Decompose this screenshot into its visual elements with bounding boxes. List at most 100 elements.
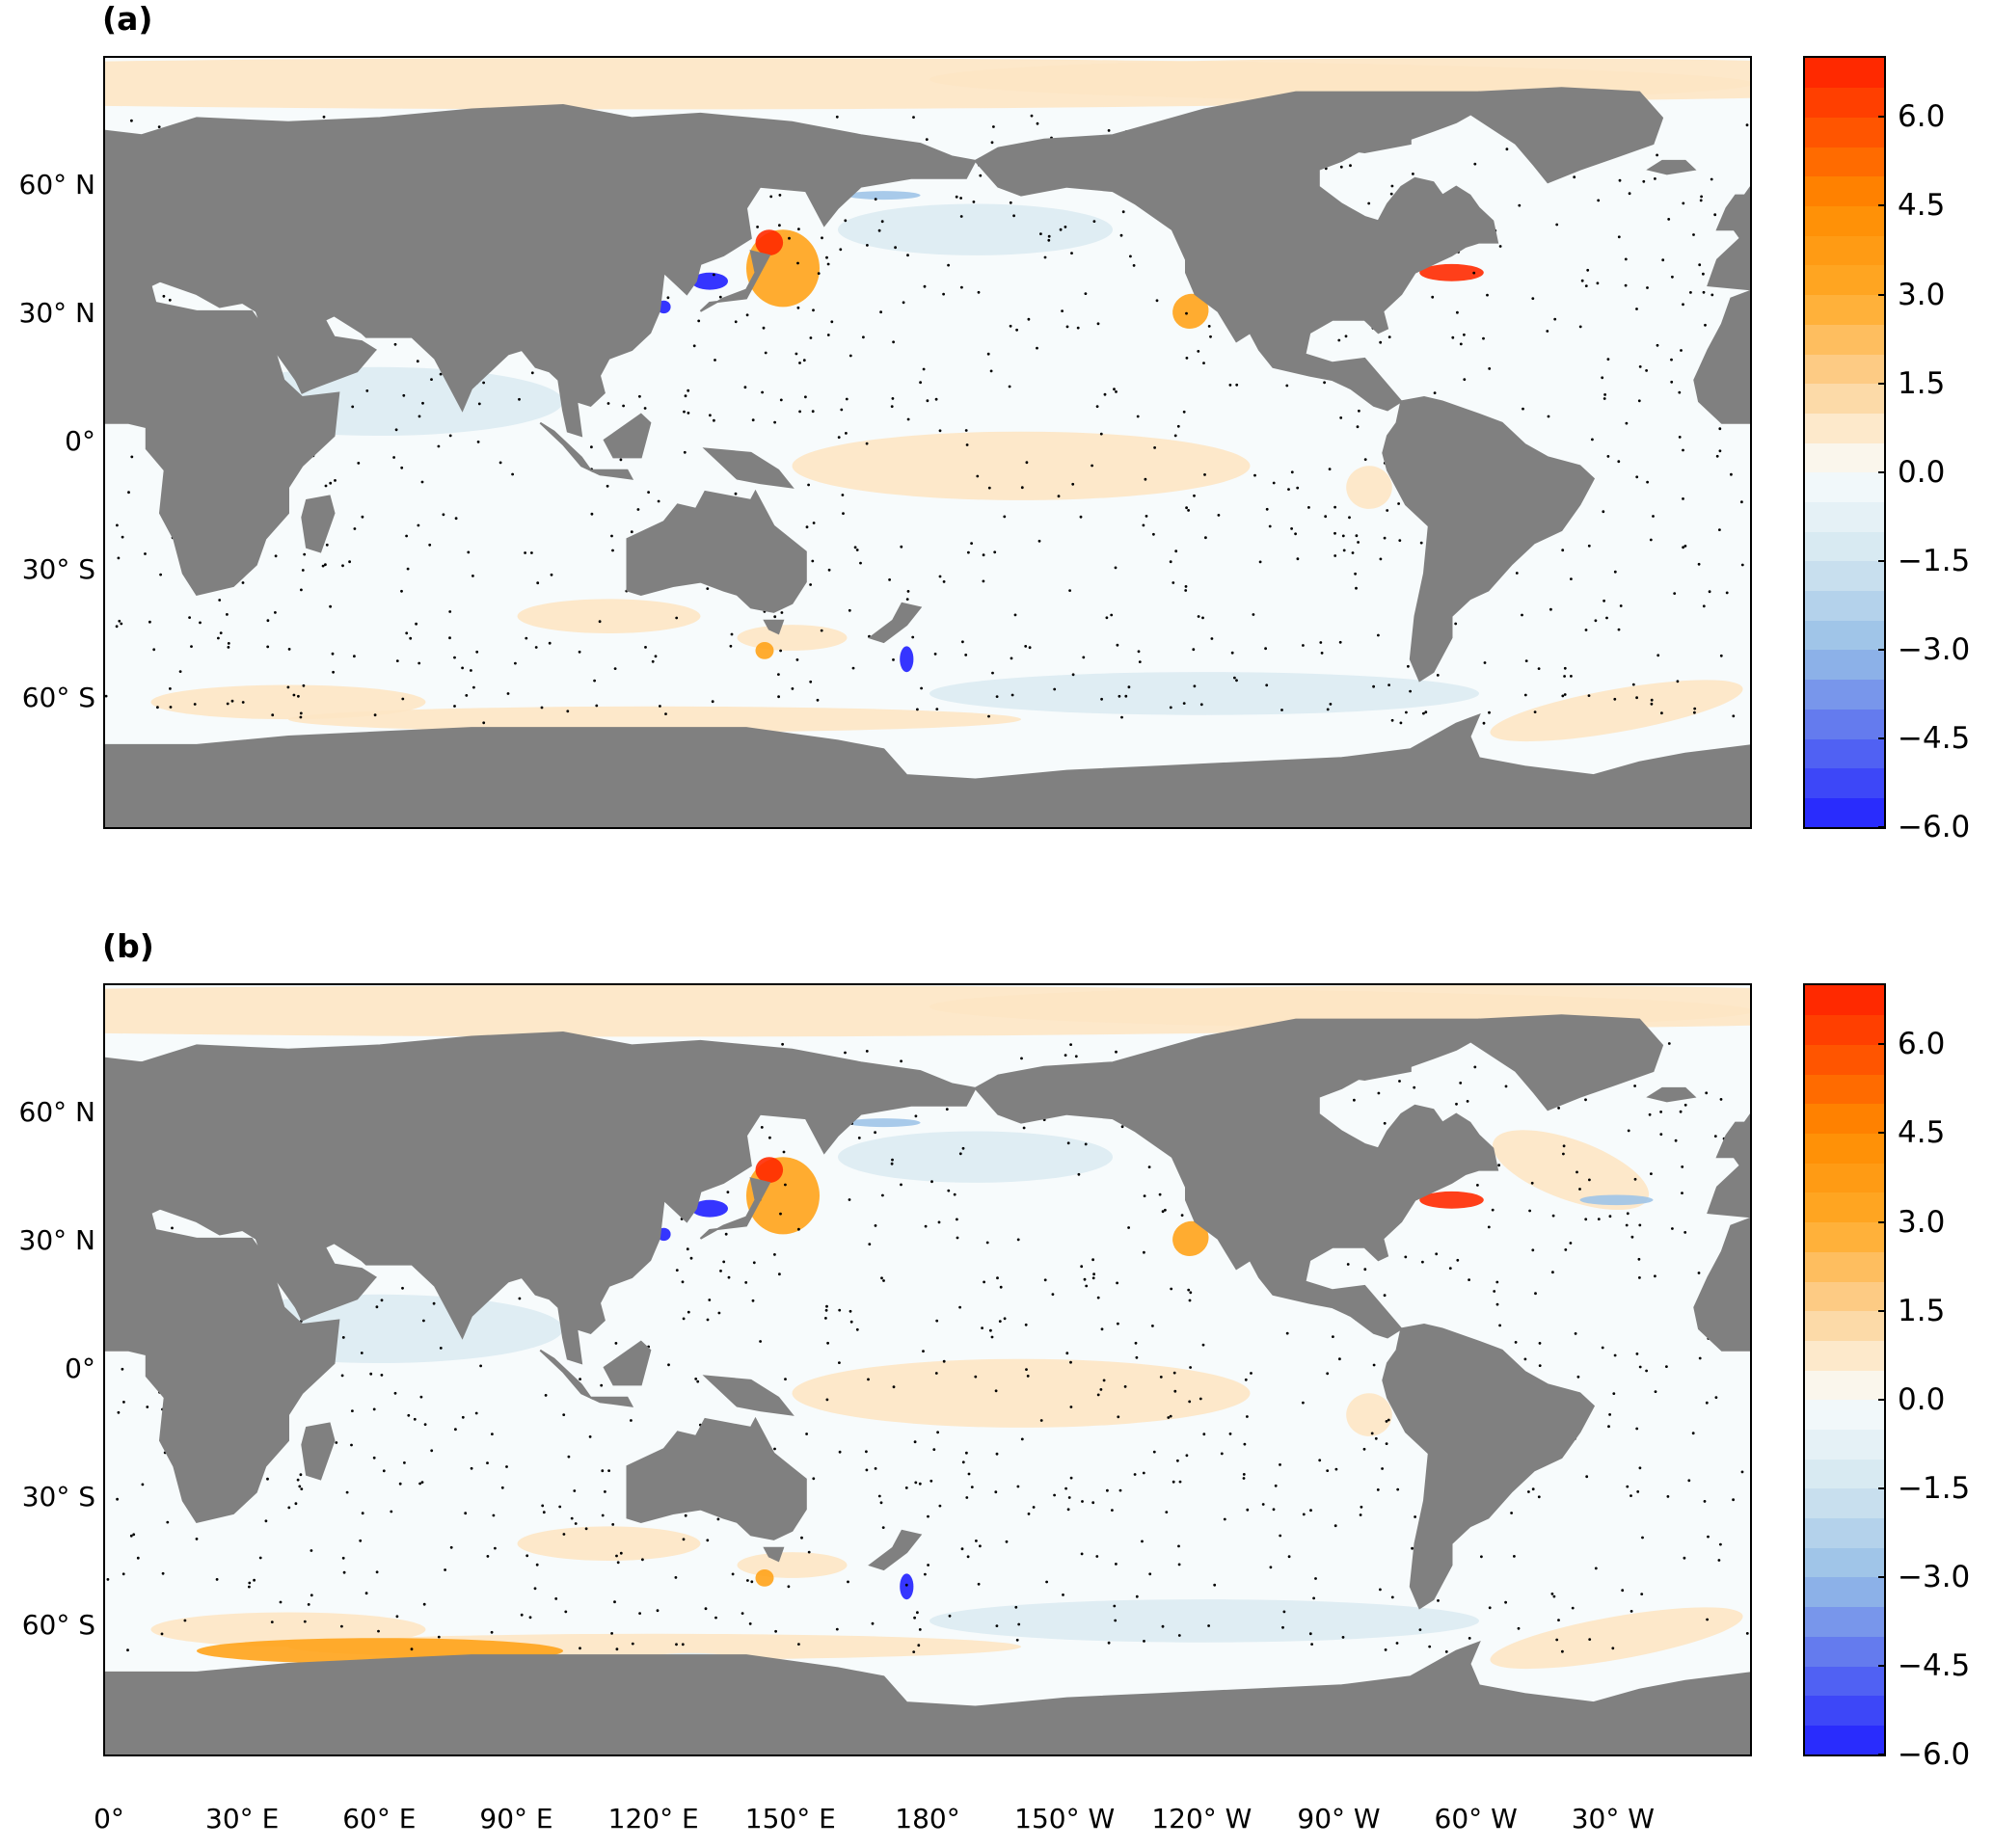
stipple-dot	[562, 1533, 566, 1536]
stipple-dot	[1169, 706, 1172, 710]
stipple-dot	[811, 559, 815, 563]
stipple-dot	[924, 1224, 928, 1228]
anomaly-patch	[1490, 1607, 1743, 1670]
stipple-dot	[773, 420, 776, 424]
stipple-dot	[880, 1276, 883, 1280]
stipple-dot	[1562, 1152, 1565, 1156]
stipple-dot	[1537, 1495, 1541, 1499]
stipple-dot	[953, 1192, 956, 1196]
stipple-dot	[1659, 1133, 1663, 1136]
stipple-dot	[877, 228, 881, 232]
stipple-dot	[1608, 1413, 1611, 1416]
stipple-dot	[1517, 1626, 1521, 1630]
stipple-dot	[1099, 432, 1103, 436]
stipple-dot	[796, 306, 800, 309]
colorbar-tick-label: −1.5	[1898, 1470, 1971, 1506]
stipple-dot	[1217, 514, 1221, 517]
stipple-dot	[904, 1583, 908, 1587]
stipple-dot	[1674, 1138, 1678, 1142]
stipple-dot	[1374, 1436, 1378, 1440]
stipple-dot	[1510, 1512, 1513, 1514]
stipple-dot	[1681, 1192, 1683, 1194]
stipple-dot	[310, 1549, 313, 1552]
colorbar-segment	[1805, 985, 1884, 1016]
stipple-dot	[1704, 323, 1707, 327]
stipple-dot	[1580, 279, 1584, 282]
stipple-dot	[300, 1487, 304, 1490]
stipple-dot	[976, 474, 980, 478]
stipple-dot	[743, 386, 747, 389]
land-new-zealand	[868, 602, 923, 644]
stipple-dot	[1678, 436, 1682, 439]
stipple-dot	[987, 486, 991, 490]
stipple-dot	[439, 1347, 443, 1350]
stipple-dot	[486, 1555, 490, 1558]
colorbar-segment	[1805, 147, 1884, 177]
longitude-label: 90° E	[479, 1803, 553, 1835]
stipple-dot	[511, 472, 514, 476]
stipple-dot	[1682, 546, 1684, 549]
stipple-dot	[341, 1336, 345, 1339]
stipple-dot	[1071, 673, 1075, 677]
stipple-dot	[697, 319, 701, 323]
stipple-dot	[798, 362, 801, 364]
stipple-dot	[945, 1108, 949, 1111]
stipple-dot	[518, 1297, 522, 1300]
stipple-dot	[1084, 292, 1088, 295]
stipple-dot	[1713, 213, 1717, 217]
stipple-dot	[1398, 1080, 1401, 1083]
stipple-dot	[979, 174, 983, 177]
colorbar-segment	[1805, 1576, 1884, 1608]
panel-a: (a) 6.0 4.5 3.0 1.5 0.0 −1.5 −3.0 −4.5 −6.0 60° N…	[0, 0, 1993, 897]
stipple-dot	[593, 679, 596, 683]
stipple-dot	[1057, 495, 1061, 498]
stipple-dot	[1404, 1255, 1408, 1259]
stipple-dot	[888, 578, 891, 581]
stipple-dot	[1024, 1323, 1028, 1326]
stipple-dot	[812, 308, 815, 312]
latitude-label: 60° N	[18, 169, 95, 201]
stipple-dot	[241, 581, 245, 584]
stipple-dot	[965, 1496, 969, 1499]
stipple-dot	[865, 1468, 869, 1472]
stipple-dot	[1483, 661, 1487, 664]
stipple-dot	[534, 646, 538, 649]
stipple-dot	[1113, 1604, 1117, 1608]
stipple-dot	[942, 1359, 946, 1363]
stipple-dot	[398, 1482, 402, 1486]
stipple-dot	[530, 371, 534, 375]
stipple-dot	[116, 523, 119, 527]
stipple-dot	[1081, 1500, 1084, 1503]
anomaly-patch	[755, 1569, 774, 1587]
stipple-dot	[241, 701, 245, 704]
stipple-dot	[857, 1137, 861, 1139]
stipple-dot	[1095, 1555, 1099, 1558]
colorbar-segment	[1805, 767, 1884, 798]
stipple-dot	[491, 1433, 494, 1435]
colorbar-segment	[1805, 1665, 1884, 1697]
colorbar-tick-mark	[1878, 1043, 1886, 1046]
stipple-dot	[1169, 1414, 1172, 1418]
stipple-dot	[800, 1536, 803, 1540]
stipple-dot	[977, 1582, 981, 1586]
stipple-dot	[1107, 1641, 1111, 1645]
stipple-dot	[906, 590, 910, 593]
stipple-dot	[1290, 527, 1293, 530]
stipple-dot	[130, 119, 133, 122]
stipple-dot	[1009, 201, 1012, 204]
stipple-dot	[1570, 675, 1573, 678]
stipple-dot	[417, 523, 420, 527]
stipple-dot	[724, 1232, 728, 1236]
stipple-dot	[322, 115, 326, 119]
stipple-dot	[1482, 336, 1485, 340]
colorbar-segment	[1805, 1014, 1884, 1045]
stipple-dot	[1661, 258, 1665, 262]
stipple-dot	[562, 1413, 566, 1416]
stipple-dot	[975, 1540, 978, 1542]
stipple-dot	[734, 492, 738, 495]
latitude-label: 0°	[65, 425, 95, 457]
stipple-dot	[647, 491, 650, 494]
stipple-dot	[1654, 1274, 1656, 1278]
colorbar-segment	[1805, 383, 1884, 414]
stipple-dot	[913, 1616, 916, 1620]
